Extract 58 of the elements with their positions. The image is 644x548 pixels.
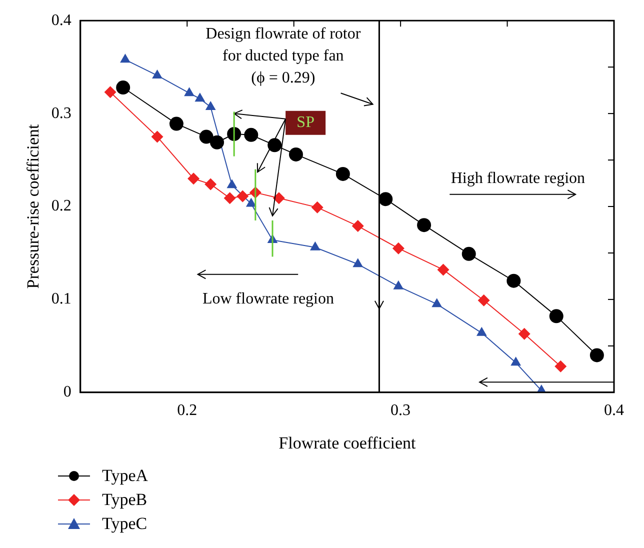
point: [272, 192, 285, 204]
x-axis-title: Flowrate coefficient: [278, 433, 416, 452]
point: [311, 201, 324, 214]
point: [205, 101, 216, 110]
point: [268, 138, 282, 152]
point: [432, 298, 442, 308]
annotation: SP: [296, 114, 315, 132]
point: [226, 179, 238, 188]
y-tick-label: 0.2: [51, 198, 72, 215]
point: [188, 172, 200, 185]
y-tick-label: 0.1: [51, 290, 72, 308]
point: [554, 360, 567, 372]
point: [393, 280, 404, 290]
point: [244, 128, 258, 142]
point: [506, 274, 521, 288]
point: [462, 246, 476, 261]
point: [194, 92, 206, 102]
annotation: High flowrate region: [450, 170, 586, 187]
point: [437, 264, 450, 276]
point: [246, 198, 256, 207]
point: [224, 192, 236, 204]
x-tick-label: 0.2: [177, 402, 198, 420]
point: [352, 220, 364, 232]
point: [210, 135, 224, 150]
x-tick-label: 0.3: [390, 402, 411, 420]
point: [288, 147, 303, 162]
y-tick-label: 0.3: [51, 104, 72, 122]
point: [199, 130, 214, 144]
point: [417, 218, 432, 232]
point: [152, 69, 162, 78]
point: [116, 80, 130, 95]
point: [204, 178, 217, 190]
ref-line-label: Design flowrate of rotor for ducted type fan (ϕ = 0.29): [206, 26, 362, 87]
point: [120, 54, 130, 63]
point: [510, 356, 522, 366]
point: [352, 258, 364, 268]
point: [518, 328, 530, 340]
point: [236, 190, 249, 202]
y-tick-label: 0: [63, 384, 72, 401]
legend-label: TypeC: [102, 514, 148, 534]
point: [184, 87, 194, 96]
point: [392, 242, 404, 254]
point: [336, 166, 350, 181]
point: [310, 241, 320, 250]
y-axis-title: Pressure-rise coefficient: [24, 124, 43, 289]
point: [378, 192, 393, 206]
legend-label: TypeA: [102, 466, 148, 486]
x-tick-label: 0.4: [604, 402, 624, 420]
point: [169, 116, 184, 131]
legend-label: TypeB: [102, 490, 148, 510]
annotation: Low flowrate region: [202, 290, 334, 308]
point: [151, 130, 164, 143]
point: [590, 348, 604, 362]
point: [476, 326, 487, 336]
y-tick-label: 0.4: [51, 12, 72, 29]
point: [478, 294, 490, 306]
point: [104, 86, 116, 98]
point: [549, 309, 564, 324]
